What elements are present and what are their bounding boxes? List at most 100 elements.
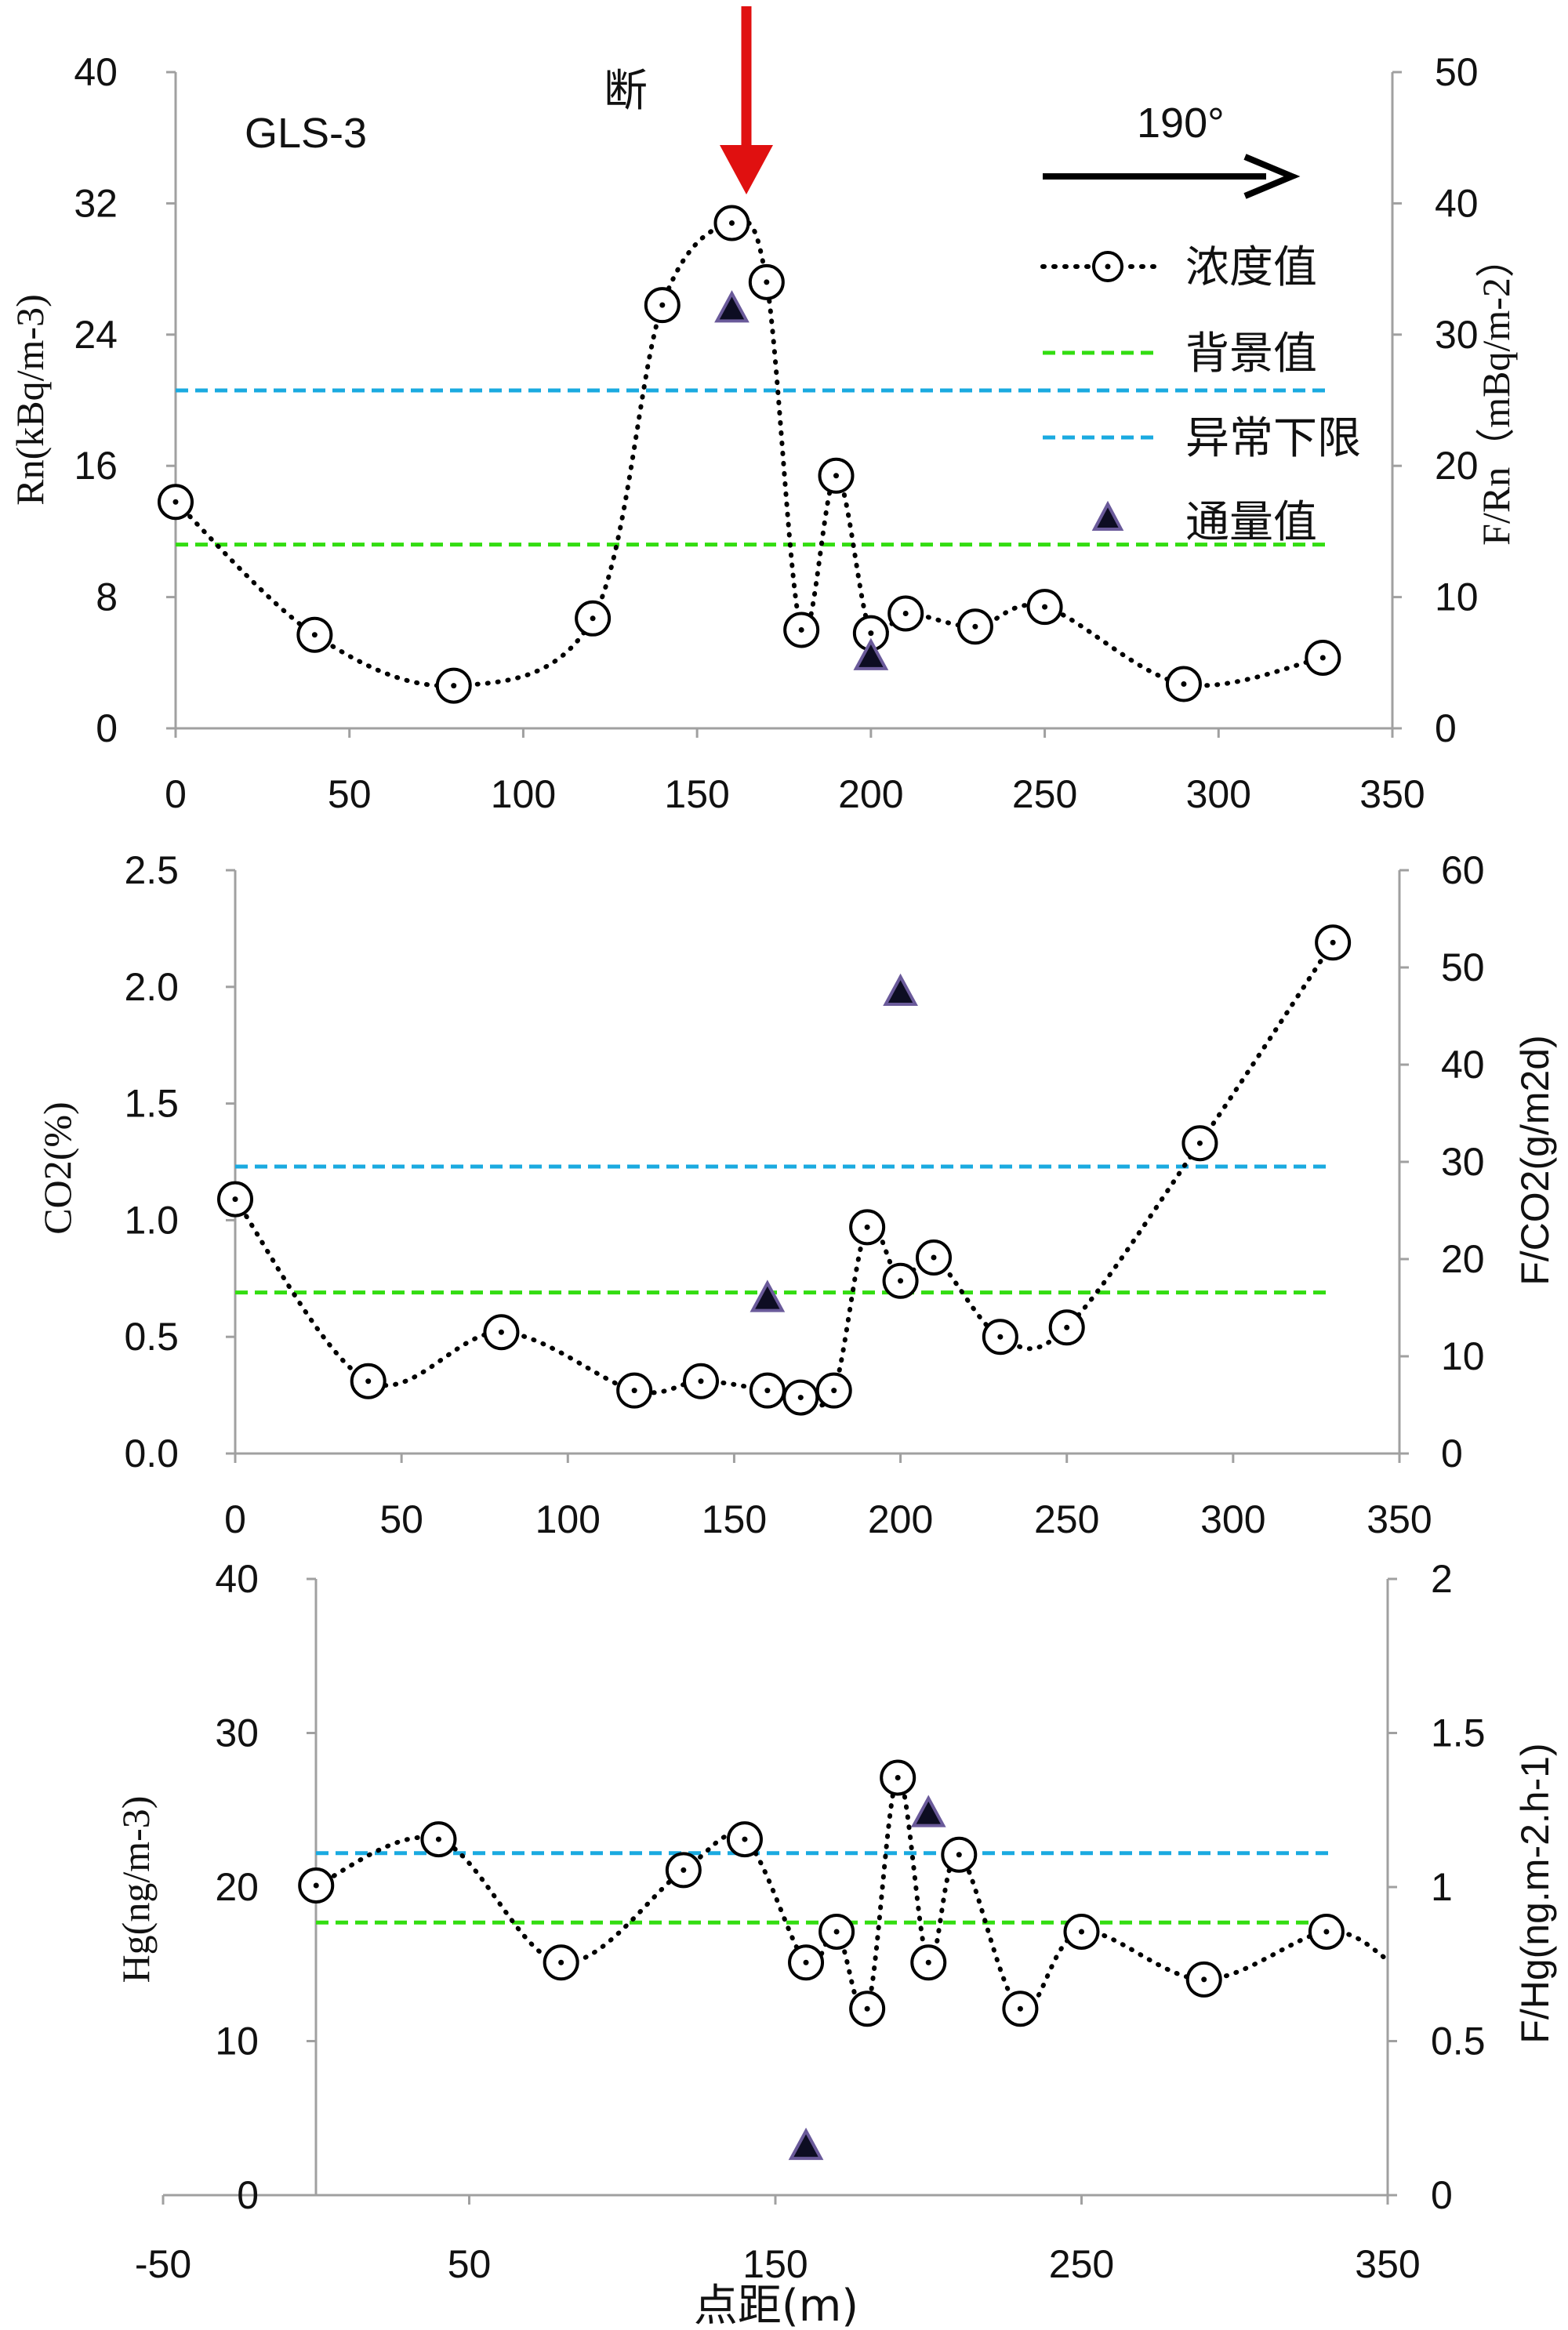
x-tick-label: 50	[328, 772, 372, 816]
y-tick-label-left: 0.0	[124, 1432, 179, 1475]
concentration-line	[173, 219, 1326, 688]
y-label-left: Hg(ng/m-3)	[114, 1796, 158, 1983]
concentration-point-center	[659, 302, 666, 308]
concentration-point-center	[365, 1378, 372, 1385]
y-label-left: CO2(%)	[35, 1101, 79, 1234]
x-tick-label: 50	[448, 2242, 492, 2286]
y-tick-label-left: 24	[74, 313, 118, 357]
flux-point	[714, 290, 750, 323]
y-tick-label-right: 10	[1441, 1334, 1485, 1378]
concentration-point-center	[558, 1959, 564, 1965]
concentration-point-center	[833, 1929, 840, 1935]
concentration-point-center	[1042, 604, 1048, 610]
fault-arrow	[720, 6, 773, 194]
concentration-point-center	[898, 1278, 904, 1284]
flux-point	[910, 1795, 946, 1827]
panel-co2: 0 50 100 150 200 250 300 350 0.0 0.5 1.0 1.5 2.0 2.5 0…	[35, 848, 1557, 1541]
concentration-point-center	[1323, 1929, 1330, 1935]
y-tick-label-left: 40	[74, 50, 118, 94]
legend-background: 背景值	[1043, 328, 1317, 379]
y-tick-label-left: 1.0	[124, 1198, 179, 1242]
legend-label-background: 背景值	[1185, 328, 1317, 379]
x-tick-label: -50	[135, 2242, 191, 2286]
y-tick-label-right: 50	[1435, 50, 1479, 94]
legend-label-concentration: 浓度值	[1185, 242, 1317, 293]
x-tick-label: 100	[491, 772, 556, 816]
y-tick-label-right: 0.5	[1431, 2020, 1486, 2063]
concentration-point-center	[435, 1836, 441, 1842]
y-tick-label-right: 1.5	[1431, 1711, 1486, 1755]
fault-label: 断	[604, 66, 648, 117]
y-tick-label-right: 40	[1441, 1043, 1485, 1087]
legend-anomaly: 异常下限	[1043, 413, 1361, 464]
concentration-point-center	[1330, 939, 1336, 945]
concentration-point-center	[311, 632, 318, 638]
concentration-point-center	[925, 1959, 931, 1965]
legend-flux: 通量值	[1091, 497, 1317, 548]
y-tick-label-right: 0	[1435, 706, 1457, 750]
y-tick-label-left: 0	[237, 2173, 259, 2217]
y-label-right: F/CO2(g/m2d)	[1513, 1035, 1557, 1286]
legend: 浓度值 背景值 异常下限 通量值	[1040, 242, 1361, 548]
y-tick-label-right: 30	[1441, 1140, 1485, 1184]
concentration-point-center	[1319, 655, 1326, 661]
concentration-point-center	[631, 1388, 637, 1394]
concentration-point-center	[1201, 1976, 1207, 1983]
y-tick-label-left: 30	[215, 1711, 259, 1755]
y-tick-label-right: 50	[1441, 945, 1485, 989]
y-tick-label-right: 20	[1435, 444, 1479, 488]
concentration-point-center	[1064, 1324, 1070, 1330]
concentration-point-center	[1017, 2005, 1023, 2012]
y-tick-label-right: 30	[1435, 313, 1479, 357]
direction-label: 190°	[1137, 100, 1225, 147]
y-tick-label-right: 0	[1431, 2173, 1453, 2217]
flux-point	[750, 1279, 786, 1312]
y-tick-label-right: 40	[1435, 181, 1479, 225]
flux-point	[853, 637, 889, 670]
x-tick-label: 100	[535, 1497, 601, 1541]
x-tick-label: 0	[224, 1497, 246, 1541]
concentration-point-center	[831, 1388, 837, 1394]
panel-label: GLS-3	[245, 110, 367, 157]
concentration-point-center	[868, 630, 874, 637]
panel-rn: 0 50 100 150 200 250 300 3500816243240010203040…	[8, 6, 1518, 816]
concentration-point-center	[797, 1395, 804, 1401]
x-label: 点距(m)	[694, 2281, 858, 2330]
x-tick-label: 150	[702, 1497, 767, 1541]
x-tick-label: 350	[1355, 2242, 1420, 2286]
concentration-point-center	[1181, 681, 1187, 688]
x-tick-label: 300	[1186, 772, 1251, 816]
y-tick-label-left: 0	[96, 706, 118, 750]
concentration-point-center	[803, 1959, 809, 1965]
y-tick-label-left: 32	[74, 181, 118, 225]
y-tick-label-left: 10	[215, 2020, 259, 2063]
x-tick-label: 350	[1359, 772, 1425, 816]
concentration-point-center	[590, 615, 596, 622]
y-label-right: F/Hg(ng.m-2.h-1)	[1513, 1743, 1557, 2043]
concentration-point-center	[172, 499, 179, 505]
concentration-point-center	[681, 1867, 687, 1873]
x-tick-label: 50	[379, 1497, 423, 1541]
concentration-point-center	[1079, 1929, 1084, 1935]
concentration-point-center	[798, 626, 804, 633]
y-tick-label-right: 20	[1441, 1237, 1485, 1281]
legend-concentration: 浓度值	[1040, 242, 1317, 293]
concentration-point-center	[764, 279, 770, 285]
concentration-point-center	[956, 1852, 962, 1858]
y-tick-label-left: 2.5	[124, 848, 179, 892]
x-tick-label: 200	[838, 772, 903, 816]
y-label-left: Rn(kBq/m-3)	[8, 294, 52, 505]
concentration-point-center	[232, 1196, 238, 1203]
y-tick-label-left: 40	[215, 1557, 259, 1601]
y-tick-label-left: 8	[96, 575, 118, 619]
legend-label-anomaly: 异常下限	[1185, 413, 1361, 464]
concentration-point-center	[931, 1254, 937, 1261]
y-tick-label-right: 10	[1435, 575, 1479, 619]
x-tick-label: 0	[165, 772, 187, 816]
concentration-point-center	[972, 623, 978, 630]
concentration-point-center	[728, 220, 735, 227]
y-tick-label-left: 20	[215, 1865, 259, 1909]
concentration-point-center	[313, 1882, 319, 1889]
